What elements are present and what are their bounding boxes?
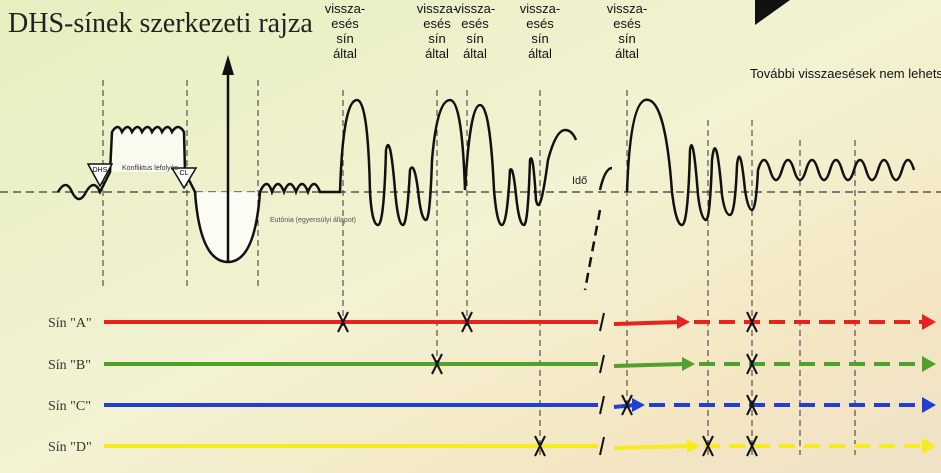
rail-arrow (922, 438, 936, 454)
x-stroke (746, 394, 758, 416)
x-mark (534, 435, 546, 457)
rail-resumed (613, 444, 691, 450)
x-mark (702, 435, 714, 457)
x-mark (746, 311, 758, 333)
relapse-line: esés (331, 16, 359, 31)
break-line (583, 209, 602, 291)
conflict-area (112, 130, 185, 172)
relapse-label: vissza-esés sín által (417, 1, 457, 61)
x-stroke (461, 311, 473, 333)
relapse-line: vissza- (520, 1, 560, 16)
x-mark (337, 311, 349, 333)
arrow-head (222, 55, 234, 75)
x-mark (621, 394, 633, 416)
rail-break (599, 395, 605, 415)
rail-label: Sín "B" (48, 358, 91, 373)
rail-arrow (632, 398, 645, 412)
rail-resumed (613, 403, 636, 409)
relapse-line: által (463, 46, 487, 61)
relapse-line: sín (336, 31, 353, 46)
rail-arrow (922, 314, 936, 330)
x-stroke (337, 311, 349, 333)
relapse-line: által (615, 46, 639, 61)
rail-arrow (677, 315, 690, 329)
dhs-triangle (86, 163, 114, 188)
note: További visszaesések nem lehetségesek (750, 66, 941, 81)
relapse-line: sín (531, 31, 548, 46)
dhs-label: DHS (93, 167, 108, 174)
x-stroke (702, 435, 714, 457)
x-mark (461, 311, 473, 333)
relapse-line: esés (613, 16, 641, 31)
relapse-line: esés (461, 16, 489, 31)
rail-label: Sín "C" (48, 399, 91, 414)
relapse-line: vissza- (607, 1, 647, 16)
relapse-label: vissza-esés sín által (325, 1, 365, 61)
cl-label: CL (180, 170, 189, 177)
x-mark (746, 435, 758, 457)
relapse-line: sín (618, 31, 635, 46)
rail-break (599, 354, 605, 374)
x-stroke (746, 311, 758, 333)
relapse-line: esés (526, 16, 554, 31)
relapse-line: által (333, 46, 357, 61)
rail-label: Sín "A" (48, 316, 92, 331)
relapse-line: vissza- (455, 1, 495, 16)
x-mark (431, 353, 443, 375)
rail-resumed (613, 320, 681, 326)
relapse-line: által (528, 46, 552, 61)
relapse-line: sín (428, 31, 445, 46)
rail-arrow (922, 356, 936, 372)
relapse-line: vissza- (417, 1, 457, 16)
relapse-label: vissza-esés sín által (520, 1, 560, 61)
rails: Sín "A" Sín "B" Sín "C" Sín "D" (48, 311, 936, 457)
rail-break (599, 436, 605, 456)
relapse-label: vissza-esés sín által (607, 1, 647, 61)
corner-mark (755, 0, 790, 25)
relapse-line: vissza- (325, 1, 365, 16)
x-mark (746, 394, 758, 416)
conflict-label: Konfliktus lefolyás (122, 165, 179, 172)
x-stroke (534, 435, 546, 457)
eutonia-label: Eutónia (egyensúlyi állapot) (270, 217, 356, 224)
relapse-line: sín (466, 31, 483, 46)
x-stroke (621, 394, 633, 416)
rail-resumed (613, 362, 686, 368)
wave (56, 98, 578, 264)
rail-arrow (922, 397, 936, 413)
rail-break (599, 312, 605, 332)
cl-triangle (170, 167, 198, 190)
x-stroke (431, 353, 443, 375)
x-stroke (746, 353, 758, 375)
wave-continued (598, 98, 916, 227)
rail-arrow (687, 439, 700, 453)
time-label: Idő (572, 175, 587, 187)
relapse-label: vissza-esés sín által (455, 1, 495, 61)
relapse-line: esés (423, 16, 451, 31)
x-stroke (746, 435, 758, 457)
rail-label: Sín "D" (48, 440, 92, 455)
title: DHS-sínek szerkezeti rajza (8, 8, 313, 39)
rail-arrow (682, 357, 695, 371)
relapse-line: által (425, 46, 449, 61)
x-mark (746, 353, 758, 375)
